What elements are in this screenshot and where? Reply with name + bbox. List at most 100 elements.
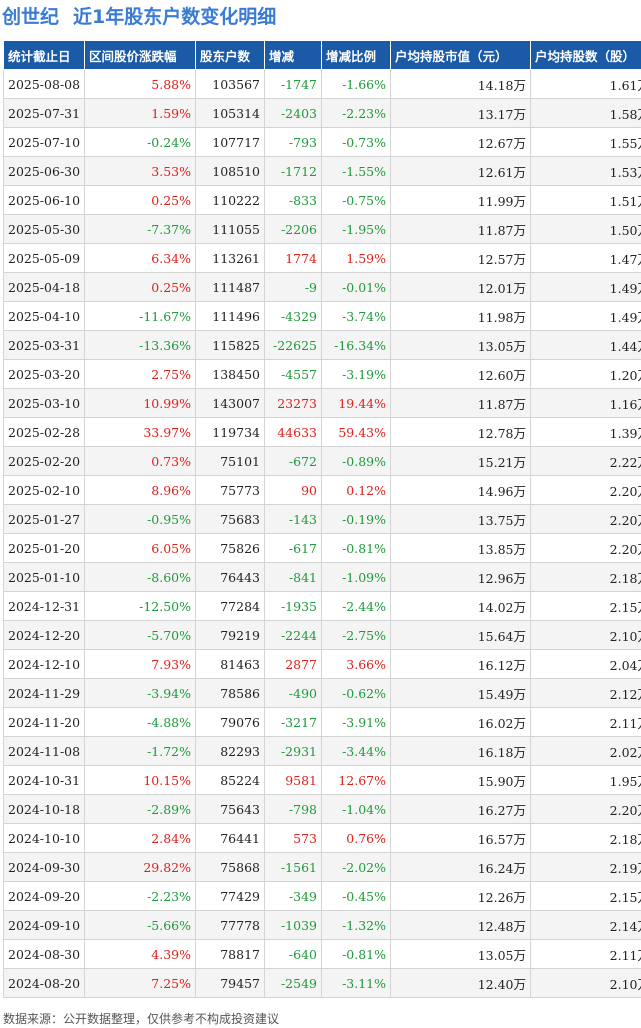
date-cell: 2024-10-31: [3, 765, 85, 795]
data-source-note: 数据来源：公开数据整理，仅供参考不构成投资建议: [3, 1012, 280, 1026]
price-change-cell: 7.93%: [84, 649, 196, 679]
price-change-cell: 6.05%: [84, 533, 196, 563]
avg-value-cell: 16.27万: [390, 794, 531, 824]
avg-value-cell: 14.02万: [390, 591, 531, 621]
avg-value-cell: 14.18万: [390, 69, 531, 99]
avg-value-cell: 16.24万: [390, 852, 531, 882]
change-cell: -1747: [264, 69, 322, 99]
table-row: 2024-11-29 -3.94% 78586 -490 -0.62% 15.49万 2.1…: [3, 678, 641, 708]
price-change-cell: -0.95%: [84, 504, 196, 534]
avg-shares-cell: 2.11万: [530, 939, 641, 969]
change-ratio-cell: -3.44%: [321, 736, 391, 766]
table-row: 2025-01-20 6.05% 75826 -617 -0.81% 13.85万 2.20…: [3, 533, 641, 563]
price-change-cell: 6.34%: [84, 243, 196, 273]
avg-value-cell: 12.57万: [390, 243, 531, 273]
date-cell: 2025-01-27: [3, 504, 85, 534]
change-cell: -798: [264, 794, 322, 824]
holders-cell: 76443: [195, 562, 265, 592]
table-row: 2024-11-08 -1.72% 82293 -2931 -3.44% 16.18万 2.…: [3, 736, 641, 766]
change-cell: -9: [264, 272, 322, 302]
holders-cell: 115825: [195, 330, 265, 360]
table-row: 2024-09-10 -5.66% 77778 -1039 -1.32% 12.48万 2.…: [3, 910, 641, 940]
col-header-holders: 股东户数: [195, 40, 265, 70]
price-change-cell: 0.25%: [84, 272, 196, 302]
change-cell: -672: [264, 446, 322, 476]
change-cell: -143: [264, 504, 322, 534]
table-row: 2025-03-31 -13.36% 115825 -22625 -16.34% 13.0…: [3, 330, 641, 360]
avg-value-cell: 15.21万: [390, 446, 531, 476]
avg-value-cell: 12.78万: [390, 417, 531, 447]
avg-shares-cell: 1.44万: [530, 330, 641, 360]
shareholder-table: 统计截止日 区间股价涨跌幅 股东户数 增减 增减比例 户均持股市值（元） 户均持…: [3, 40, 641, 998]
change-cell: 1774: [264, 243, 322, 273]
holders-cell: 75683: [195, 504, 265, 534]
holders-cell: 105314: [195, 98, 265, 128]
change-cell: -1935: [264, 591, 322, 621]
avg-shares-cell: 1.16万: [530, 388, 641, 418]
change-ratio-cell: -1.04%: [321, 794, 391, 824]
col-header-change-ratio: 增减比例: [321, 40, 391, 70]
avg-shares-cell: 1.49万: [530, 272, 641, 302]
change-ratio-cell: -2.44%: [321, 591, 391, 621]
avg-value-cell: 12.40万: [390, 968, 531, 998]
price-change-cell: 29.82%: [84, 852, 196, 882]
holders-cell: 78817: [195, 939, 265, 969]
change-ratio-cell: -2.23%: [321, 98, 391, 128]
table-header-row: 统计截止日 区间股价涨跌幅 股东户数 增减 增减比例 户均持股市值（元） 户均持…: [3, 40, 641, 70]
change-ratio-cell: 59.43%: [321, 417, 391, 447]
change-ratio-cell: -0.19%: [321, 504, 391, 534]
price-change-cell: -1.72%: [84, 736, 196, 766]
change-cell: -2403: [264, 98, 322, 128]
avg-shares-cell: 2.20万: [530, 504, 641, 534]
avg-value-cell: 12.61万: [390, 156, 531, 186]
table-row: 2024-10-31 10.15% 85224 9581 12.67% 15.90万 1.9…: [3, 765, 641, 795]
avg-shares-cell: 2.10万: [530, 968, 641, 998]
change-ratio-cell: -16.34%: [321, 330, 391, 360]
price-change-cell: 5.88%: [84, 69, 196, 99]
table-row: 2025-07-31 1.59% 105314 -2403 -2.23% 13.17万 1.…: [3, 98, 641, 128]
avg-value-cell: 15.49万: [390, 678, 531, 708]
change-cell: -793: [264, 127, 322, 157]
page-title: 创世纪 近1年股东户数变化明细: [2, 2, 276, 32]
table-row: 2025-06-10 0.25% 110222 -833 -0.75% 11.99万 1.5…: [3, 185, 641, 215]
table-row: 2024-09-30 29.82% 75868 -1561 -2.02% 16.24万 2.…: [3, 852, 641, 882]
holders-cell: 75101: [195, 446, 265, 476]
change-ratio-cell: 0.76%: [321, 823, 391, 853]
change-ratio-cell: 0.12%: [321, 475, 391, 505]
table-row: 2024-12-31 -12.50% 77284 -1935 -2.44% 14.02万 2…: [3, 591, 641, 621]
avg-shares-cell: 1.61万: [530, 69, 641, 99]
date-cell: 2025-04-18: [3, 272, 85, 302]
holders-cell: 111487: [195, 272, 265, 302]
date-cell: 2025-01-10: [3, 562, 85, 592]
avg-value-cell: 16.02万: [390, 707, 531, 737]
change-cell: -2244: [264, 620, 322, 650]
date-cell: 2024-11-08: [3, 736, 85, 766]
holders-cell: 103567: [195, 69, 265, 99]
date-cell: 2024-10-10: [3, 823, 85, 853]
date-cell: 2025-04-10: [3, 301, 85, 331]
change-cell: -640: [264, 939, 322, 969]
change-ratio-cell: -1.55%: [321, 156, 391, 186]
avg-value-cell: 12.60万: [390, 359, 531, 389]
holders-cell: 110222: [195, 185, 265, 215]
change-ratio-cell: -2.75%: [321, 620, 391, 650]
price-change-cell: -5.70%: [84, 620, 196, 650]
change-cell: -4329: [264, 301, 322, 331]
price-change-cell: 10.99%: [84, 388, 196, 418]
holders-cell: 108510: [195, 156, 265, 186]
holders-cell: 113261: [195, 243, 265, 273]
change-cell: 2877: [264, 649, 322, 679]
avg-shares-cell: 2.20万: [530, 794, 641, 824]
avg-value-cell: 11.98万: [390, 301, 531, 331]
table-row: 2024-11-20 -4.88% 79076 -3217 -3.91% 16.02万 2.…: [3, 707, 641, 737]
price-change-cell: -5.66%: [84, 910, 196, 940]
date-cell: 2025-02-10: [3, 475, 85, 505]
table-row: 2024-08-20 7.25% 79457 -2549 -3.11% 12.40万 2.1…: [3, 968, 641, 998]
change-ratio-cell: -3.11%: [321, 968, 391, 998]
holders-cell: 79457: [195, 968, 265, 998]
avg-value-cell: 12.26万: [390, 881, 531, 911]
price-change-cell: 33.97%: [84, 417, 196, 447]
col-header-change: 增减: [264, 40, 322, 70]
